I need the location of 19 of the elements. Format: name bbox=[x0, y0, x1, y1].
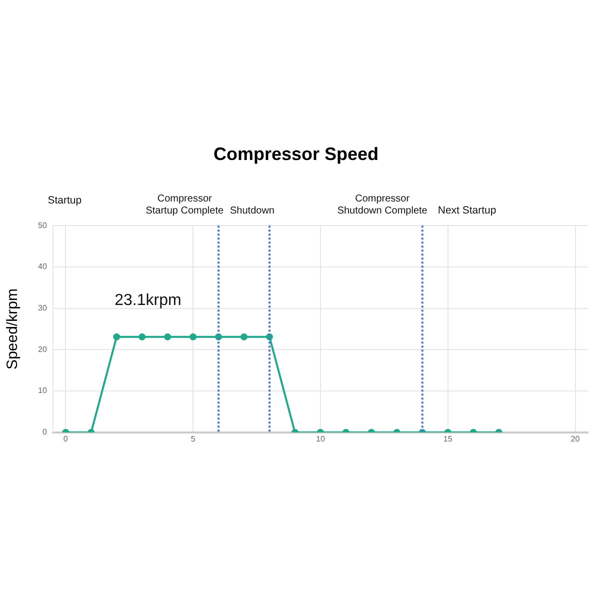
x-tick-label: 10 bbox=[316, 434, 326, 444]
x-tick-label: 20 bbox=[570, 434, 580, 444]
x-tick-label: 15 bbox=[443, 434, 453, 444]
y-tick-label: 10 bbox=[38, 386, 48, 396]
ref-line-label: Shutdown bbox=[230, 206, 274, 217]
y-tick-label: 50 bbox=[38, 220, 48, 230]
ref-line-label: Compressor Shutdown Complete bbox=[337, 194, 428, 217]
ref-line-label: Compressor Startup Complete bbox=[146, 194, 224, 217]
y-tick-label: 30 bbox=[38, 304, 48, 313]
y-tick-label: 0 bbox=[42, 428, 48, 437]
text: Next Startup bbox=[438, 204, 496, 217]
y-tick-label: 20 bbox=[38, 344, 48, 354]
x-tick-label: 5 bbox=[190, 434, 196, 444]
chart-title: Compressor Speed bbox=[213, 144, 379, 164]
y-tick-label: 40 bbox=[38, 262, 48, 272]
x-tick-label: 0 bbox=[63, 434, 68, 444]
data-label: 23.1krpm bbox=[114, 292, 182, 309]
y-axis-title: Speed/krpm bbox=[4, 288, 22, 370]
text: Startup bbox=[48, 194, 82, 207]
